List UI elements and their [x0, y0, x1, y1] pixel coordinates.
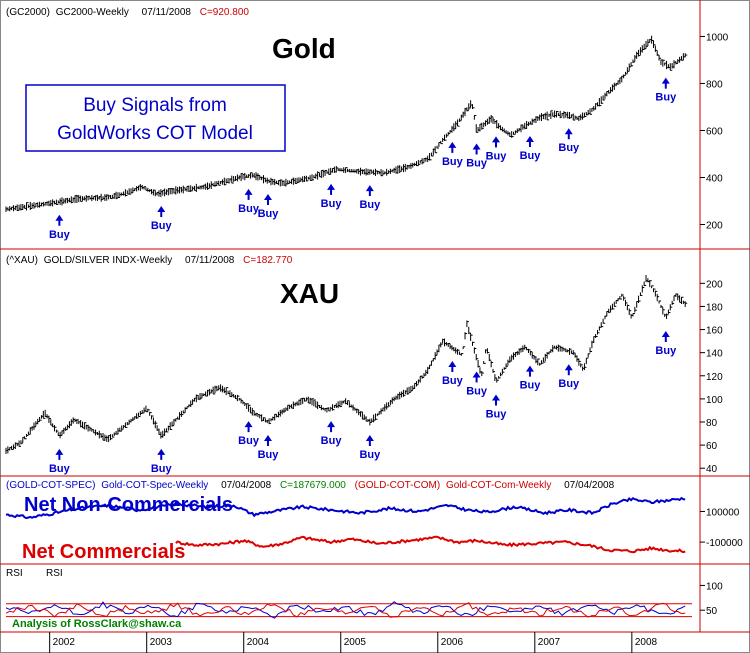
gold-buy-arrow-head: [327, 183, 336, 190]
year-tick-label: 2004: [247, 637, 270, 648]
net-noncommercials-line: [5, 496, 686, 520]
gold-buy-arrow-head: [244, 188, 253, 195]
cot-ytick-label: 100000: [706, 507, 740, 518]
xau-buy-label: Buy: [359, 449, 381, 461]
xau-buy-arrow-head: [492, 394, 500, 401]
gold-buy-label: Buy: [238, 203, 260, 215]
analysis-credit: Analysis of RossClark@shaw.ca: [12, 618, 182, 630]
year-tick-label: 2007: [538, 637, 561, 648]
xau-header: (^XAU) GOLD/SILVER INDX-Weekly 07/11/200…: [6, 255, 293, 266]
xau-buy-label: Buy: [442, 375, 464, 387]
xau-buy-label: Buy: [486, 409, 508, 421]
cot-header: (GOLD-COT-SPEC) Gold-COT-Spec-Weekly 07/…: [6, 480, 615, 491]
rsi-header-2: RSI: [46, 568, 63, 579]
gold-buy-arrow-head: [564, 128, 573, 135]
xau-buy-label: Buy: [151, 463, 173, 475]
xau-buy-label: Buy: [321, 435, 343, 447]
gold-ytick-label: 400: [706, 173, 723, 184]
xau-buy-label: Buy: [466, 385, 488, 397]
gold-buy-arrow-head: [365, 185, 374, 192]
year-tick-label: 2005: [344, 637, 367, 648]
rsi-ytick-label: 100: [706, 581, 723, 592]
year-tick-label: 2002: [53, 637, 76, 648]
xau-buy-arrow-head: [157, 448, 166, 455]
xau-ytick-label: 120: [706, 372, 723, 383]
gold-ytick-label: 200: [706, 220, 723, 231]
xau-ytick-label: 100: [706, 395, 723, 406]
xau-buy-arrow-head: [55, 448, 64, 455]
year-tick-label: 2003: [150, 637, 173, 648]
rsi-ytick-label: 50: [706, 606, 718, 617]
xau-ytick-label: 60: [706, 441, 718, 452]
net-commercials-label: Net Commercials: [22, 541, 185, 563]
xau-buy-arrow-head: [365, 435, 374, 441]
xau-buy-arrow-head: [244, 421, 253, 428]
gold-buy-label: Buy: [49, 229, 71, 241]
callout-line-2: GoldWorks COT Model: [57, 123, 253, 144]
gold-buy-arrow-head: [472, 143, 481, 150]
xau-ytick-label: 180: [706, 302, 723, 313]
gold-buy-arrow-head: [263, 194, 272, 201]
xau-buy-label: Buy: [520, 380, 542, 392]
gold-buy-label: Buy: [359, 199, 381, 211]
gold-header: (GC2000) GC2000-Weekly 07/11/2008 C=920.…: [6, 7, 249, 18]
gold-buy-label: Buy: [655, 92, 677, 104]
xau-ytick-label: 40: [706, 464, 718, 475]
gold-buy-arrow-head: [448, 141, 457, 148]
xau-buy-arrow-head: [448, 361, 457, 368]
xau-ytick-label: 200: [706, 279, 723, 290]
gold-ytick-label: 800: [706, 79, 723, 90]
gold-buy-arrow-head: [55, 214, 64, 221]
gold-buy-arrow-head: [525, 136, 534, 143]
gold-buy-arrow-head: [492, 136, 500, 143]
xau-buy-label: Buy: [49, 463, 71, 475]
xau-buy-arrow-head: [661, 331, 670, 337]
callout-line-1: Buy Signals from: [83, 95, 227, 116]
gold-buy-label: Buy: [442, 156, 464, 168]
net-commercials-line: [175, 535, 686, 554]
gold-buy-label: Buy: [321, 198, 343, 210]
xau-buy-arrow-head: [472, 371, 481, 378]
rsi-red-line: [5, 602, 686, 618]
xau-buy-label: Buy: [655, 345, 677, 357]
xau-title: XAU: [280, 278, 339, 309]
xau-buy-label: Buy: [238, 435, 260, 447]
xau-buy-arrow-head: [564, 364, 573, 371]
xau-ytick-label: 80: [706, 418, 718, 429]
gold-buy-label: Buy: [258, 208, 280, 220]
gold-buy-arrow-head: [661, 77, 670, 84]
xau-buy-label: Buy: [258, 449, 280, 461]
xau-buy-arrow-head: [327, 421, 336, 428]
gold-ytick-label: 1000: [706, 32, 729, 43]
gold-buy-label: Buy: [520, 150, 542, 162]
xau-buy-arrow-head: [263, 435, 272, 441]
xau-buy-arrow-head: [525, 365, 534, 372]
xau-ytick-label: 160: [706, 326, 723, 337]
callout-box: [25, 84, 286, 152]
gold-ytick-label: 600: [706, 126, 723, 137]
cot-ytick-label: -100000: [706, 538, 743, 549]
gold-buy-label: Buy: [151, 220, 173, 232]
year-tick-label: 2006: [441, 637, 464, 648]
rsi-header-1: RSI: [6, 568, 23, 579]
gold-buy-arrow-head: [157, 206, 166, 213]
gold-title: Gold: [272, 33, 336, 64]
rsi-blue-line: [5, 601, 686, 619]
gold-buy-label: Buy: [486, 150, 508, 162]
gold-buy-label: Buy: [558, 142, 580, 154]
year-tick-label: 2008: [635, 637, 658, 648]
xau-buy-label: Buy: [558, 378, 580, 390]
xau-ytick-label: 140: [706, 349, 723, 360]
gold-buy-label: Buy: [466, 157, 488, 169]
